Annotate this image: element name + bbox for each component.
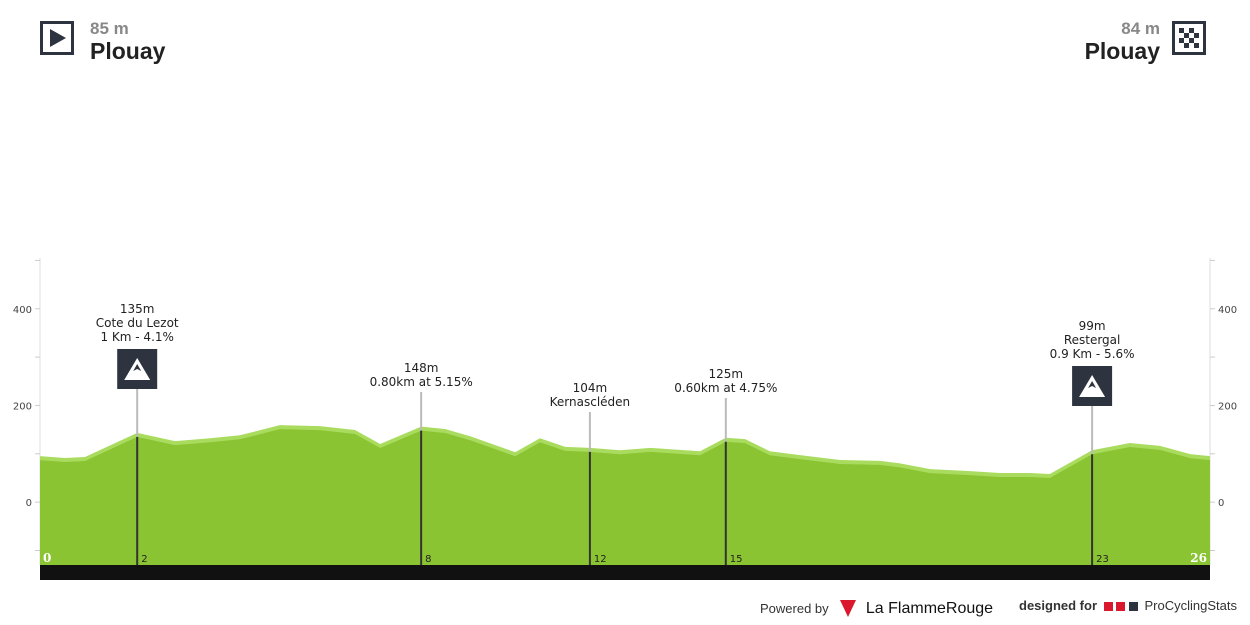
start-info: 85 m Plouay [90,19,166,65]
x-tick-label: 2 [141,554,147,565]
baseline-bar [40,565,1210,580]
finish-info: 84 m Plouay [1084,19,1160,65]
y-tick-label-left: 0 [26,498,32,509]
marker-label: 1 Km - 4.1% [100,330,173,344]
start-altitude: 85 m [90,19,129,38]
y-tick-label-left: 200 [13,401,32,412]
marker-label: 0.80km at 5.15% [370,375,473,389]
pcs-logo-icon [1103,599,1138,614]
flamme-rouge-logo-icon [840,600,857,617]
marker-label: Cote du Lezot [96,316,179,330]
y-tick-label-right: 0 [1218,498,1224,509]
profile-area [40,429,1210,565]
mountain-snow-icon [1088,381,1097,388]
x-start-label: 0 [43,551,51,565]
marker-label: 99m [1079,319,1106,333]
finish-altitude: 84 m [1121,19,1160,38]
y-tick-label-right: 400 [1218,305,1237,316]
designed-for-label: designed for [1019,598,1098,613]
mountain-snow-icon [133,364,142,371]
marker-label: 125m [709,367,744,381]
start-icon [40,21,74,55]
pcs-name: ProCyclingStats [1144,598,1237,613]
marker-label: 104m [573,381,608,395]
marker-label: 0.60km at 4.75% [674,381,777,395]
powered-by: Powered by La FlammeRouge [760,598,993,618]
x-end-label: 26 [1190,551,1207,565]
x-tick-label: 8 [425,554,431,565]
x-tick-label: 23 [1096,554,1109,565]
finish-city: Plouay [1084,38,1160,64]
y-tick-label-right: 200 [1218,401,1237,412]
y-tick-label-left: 400 [13,305,32,316]
brand-name: La FlammeRouge [865,600,994,617]
marker-label: Kernascléden [550,395,631,409]
marker-label: 0.9 Km - 5.6% [1050,347,1135,361]
x-tick-label: 15 [730,554,743,565]
marker-label: 148m [404,361,439,375]
powered-by-label: Powered by [760,601,829,616]
marker-label: Restergal [1064,333,1121,347]
marker-label: 135m [120,302,155,316]
x-tick-label: 12 [594,554,607,565]
start-city: Plouay [90,38,166,64]
designed-for: designed for ProCyclingStats [1019,598,1237,614]
checkered-flag-icon [1172,21,1206,55]
